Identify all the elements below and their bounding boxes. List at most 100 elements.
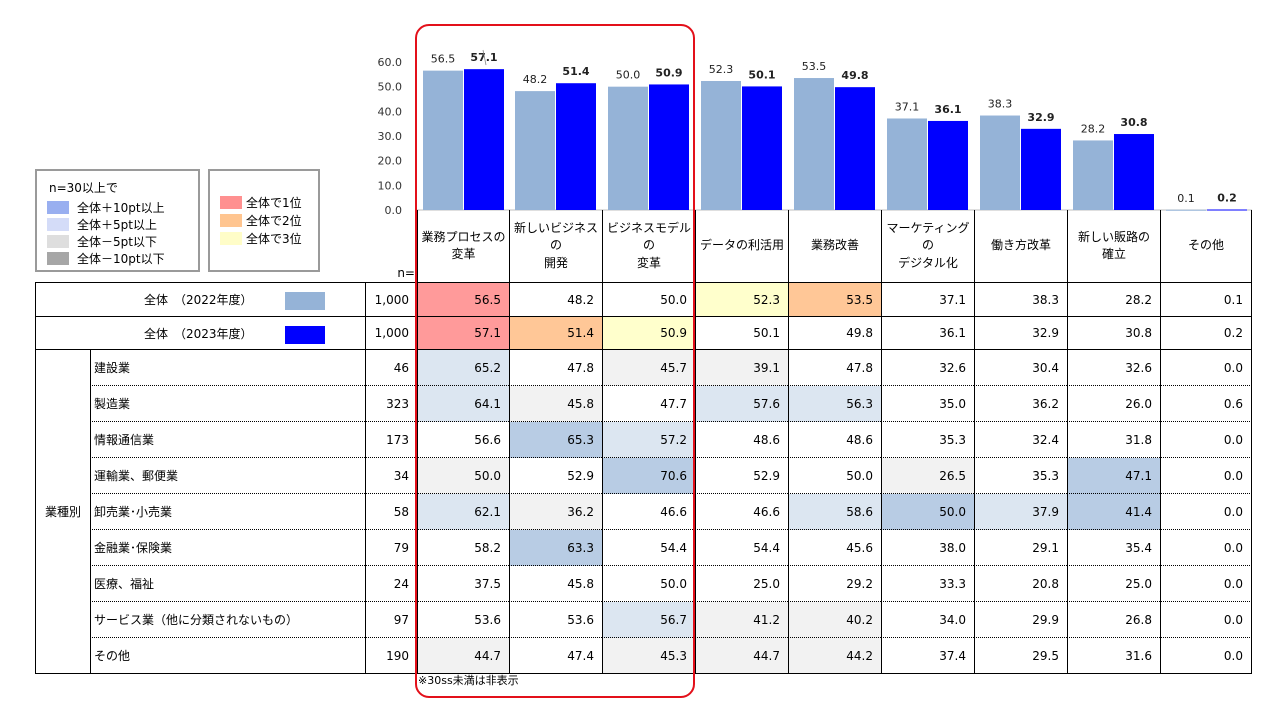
n-cell: 79	[365, 530, 417, 566]
value-cell: 57.1	[417, 316, 509, 350]
bar-2022	[794, 78, 834, 211]
data-label: 38.3	[988, 98, 1013, 111]
column-header-line: 新しいビジネスの	[513, 220, 598, 253]
industry-row-label: その他	[90, 638, 365, 674]
n-cell: 190	[365, 638, 417, 674]
column-header: 業務プロセスの 変革	[417, 210, 509, 282]
value-cell: 38.0	[881, 530, 974, 566]
legend-label: 全体で2位	[246, 214, 302, 228]
bar-2023	[928, 120, 968, 210]
column-header-line: マーケティングの	[886, 220, 970, 253]
leader-line	[482, 49, 487, 66]
value-cell: 29.2	[788, 566, 881, 602]
legend-swatch	[47, 252, 69, 265]
value-cell: 47.8	[509, 350, 602, 386]
column-header: その他	[1160, 210, 1252, 282]
n-cell: 58	[365, 494, 417, 530]
bar-2023	[556, 83, 596, 210]
total-row-label: 全体 （2022年度）	[35, 282, 365, 316]
bar-2022	[1073, 140, 1113, 210]
n-cell: 323	[365, 386, 417, 422]
bar-2022	[608, 86, 648, 210]
series-swatch	[285, 292, 325, 310]
column-header-line: デジタル化	[898, 255, 958, 270]
value-cell: 0.6	[1160, 386, 1252, 422]
value-cell: 50.9	[602, 316, 695, 350]
footnote: ※30ss未満は非表示	[418, 674, 519, 687]
value-cell: 32.4	[974, 422, 1067, 458]
legend-swatch	[47, 218, 69, 231]
value-cell: 26.5	[881, 458, 974, 494]
value-cell: 0.0	[1160, 566, 1252, 602]
value-cell: 48.6	[695, 422, 788, 458]
column-header: マーケティングのデジタル化	[881, 210, 974, 282]
bar-2022	[887, 118, 927, 210]
data-label: 32.9	[1027, 111, 1054, 124]
industry-row-label: 運輸業、郵便業	[90, 458, 365, 494]
value-cell: 52.3	[695, 282, 788, 316]
column-header-line: 確立	[1101, 247, 1126, 261]
value-cell: 25.0	[695, 566, 788, 602]
bar-2023	[742, 86, 782, 210]
legend-swatch	[220, 232, 242, 245]
bar-chart: 0.0 10.0 20.0 30.0 40.0 50.0 60.0 56.5 48.2 50.0 5…	[378, 49, 1252, 215]
value-cell: 64.1	[417, 386, 509, 422]
value-cell: 30.8	[1067, 316, 1160, 350]
value-cell: 47.7	[602, 386, 695, 422]
value-cell: 50.0	[881, 494, 974, 530]
industry-row-label: 卸売業･小売業	[90, 494, 365, 530]
data-label: 53.5	[802, 60, 827, 73]
value-cell: 47.4	[509, 638, 602, 674]
value-cell: 36.2	[509, 494, 602, 530]
value-cell: 0.0	[1160, 350, 1252, 386]
bar-2022	[701, 80, 741, 210]
value-cell: 29.5	[974, 638, 1067, 674]
legend-label: 全体＋10pt以上	[77, 201, 165, 215]
value-cell: 65.2	[417, 350, 509, 386]
data-label: 49.8	[841, 69, 868, 82]
bar-2023	[464, 69, 504, 210]
column-header-line: 変革	[451, 247, 476, 261]
color-legend-item: 全体＋5pt以上	[47, 216, 157, 233]
data-label: 37.1	[895, 100, 920, 113]
bar-2023	[1114, 134, 1154, 210]
y-tick-label: 0.0	[385, 204, 403, 215]
value-cell: 45.6	[788, 530, 881, 566]
value-cell: 50.0	[602, 566, 695, 602]
value-cell: 48.6	[788, 422, 881, 458]
legend-label: 全体で1位	[246, 196, 302, 210]
value-cell: 47.1	[1067, 458, 1160, 494]
value-cell: 62.1	[417, 494, 509, 530]
value-cell: 57.6	[695, 386, 788, 422]
value-cell: 35.4	[1067, 530, 1160, 566]
n-cell: 97	[365, 602, 417, 638]
n-cell: 46	[365, 350, 417, 386]
column-header-line: その他	[1187, 238, 1224, 253]
column-header-line: データの利活用	[699, 238, 784, 253]
value-cell: 0.0	[1160, 458, 1252, 494]
y-tick-label: 10.0	[378, 179, 403, 192]
industry-row-label: 建設業	[90, 350, 365, 386]
value-cell: 58.6	[788, 494, 881, 530]
value-cell: 31.6	[1067, 638, 1160, 674]
data-label: 0.1	[1177, 192, 1195, 205]
data-label: 0.2	[1217, 192, 1237, 205]
y-tick-label: 50.0	[378, 81, 403, 94]
color-legend-item: 全体＋10pt以上	[47, 199, 165, 216]
value-cell: 0.1	[1160, 282, 1252, 316]
column-header-line: 変革	[636, 255, 661, 270]
column-header-line: 業務プロセスの	[421, 229, 506, 244]
value-cell: 34.0	[881, 602, 974, 638]
value-cell: 44.2	[788, 638, 881, 674]
data-table: n= 業務プロセスの 変革 新しいビジネスの 開発 ビジネスモデルの 変革 データの利活用 業務…	[35, 210, 1252, 674]
rank-legend-item: 全体で2位	[220, 212, 302, 229]
value-cell: 45.8	[509, 386, 602, 422]
column-header-line: 新しい販路の	[1077, 229, 1150, 244]
legend-label: 全体＋5pt以上	[77, 218, 157, 232]
value-cell: 0.2	[1160, 316, 1252, 350]
legend-swatch	[220, 214, 242, 227]
value-cell: 53.6	[509, 602, 602, 638]
industry-row-label: 製造業	[90, 386, 365, 422]
value-cell: 0.0	[1160, 602, 1252, 638]
group-label: 業種別	[35, 350, 90, 674]
